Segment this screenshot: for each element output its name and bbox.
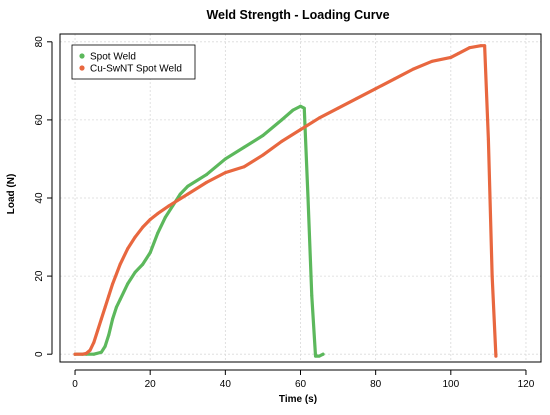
y-tick-label-4: 80 [34,36,45,48]
data-point-spot-weld [242,145,246,149]
axes-layer: 0 20 40 60 80 100 120 0 20 40 60 80 [34,36,535,390]
data-point-spot-weld [118,298,122,302]
data-point-spot-weld [299,104,302,108]
legend-label-spot-weld: Spot Weld [90,52,136,63]
data-point-cu-swnt-spot-weld [73,352,77,356]
data-point-cu-swnt-spot-weld [490,274,494,278]
data-point-cu-swnt-spot-weld [111,282,115,286]
data-point-spot-weld [114,305,118,309]
data-point-cu-swnt-spot-weld [99,317,103,321]
data-point-spot-weld [302,106,306,110]
y-tick-label-1: 20 [34,270,45,282]
legend-marker-spot-weld [79,53,85,59]
data-point-spot-weld [156,231,160,235]
data-point-spot-weld [186,184,190,188]
data-point-cu-swnt-spot-weld [118,262,122,266]
data-point-cu-swnt-spot-weld [167,204,171,208]
data-point-spot-weld [141,262,145,266]
data-point-cu-swnt-spot-weld [449,55,453,59]
data-point-cu-swnt-spot-weld [483,44,487,48]
data-point-cu-swnt-spot-weld [355,96,359,100]
data-point-cu-swnt-spot-weld [126,247,130,251]
data-point-cu-swnt-spot-weld [96,329,100,333]
data-point-spot-weld [280,118,284,122]
data-point-cu-swnt-spot-weld [317,116,321,120]
series-points-cu-swnt-spot-weld [73,44,498,358]
data-point-spot-weld [310,294,314,298]
data-point-spot-weld [223,157,227,161]
x-tick-label-0: 0 [72,379,78,390]
data-point-cu-swnt-spot-weld [486,137,490,141]
x-tick-label-6: 120 [518,379,535,390]
data-point-cu-swnt-spot-weld [156,212,160,216]
data-point-spot-weld [306,196,310,200]
legend-label-cu-swnt-spot-weld: Cu-SwNT Spot Weld [90,64,182,75]
data-point-spot-weld [291,108,295,112]
data-point-cu-swnt-spot-weld [468,46,472,50]
data-point-cu-swnt-spot-weld [81,352,85,356]
data-point-cu-swnt-spot-weld [205,180,209,184]
x-tick-label-3: 60 [295,379,307,390]
x-tick-label-1: 20 [145,379,157,390]
data-point-cu-swnt-spot-weld [479,44,483,48]
data-point-cu-swnt-spot-weld [92,340,96,344]
plot-frame [59,33,542,363]
data-point-cu-swnt-spot-weld [223,171,227,175]
data-point-spot-weld [103,344,107,348]
data-point-cu-swnt-spot-weld [336,106,340,110]
data-point-cu-swnt-spot-weld [148,217,152,221]
data-point-spot-weld [314,354,318,358]
legend-box [71,44,196,80]
data-point-cu-swnt-spot-weld [107,294,111,298]
data-point-spot-weld [163,216,167,220]
data-point-cu-swnt-spot-weld [84,351,88,355]
data-point-spot-weld [205,173,209,177]
x-tick-label-4: 80 [370,379,382,390]
data-point-cu-swnt-spot-weld [242,165,246,169]
legend: Spot Weld Cu-SwNT Spot Weld [71,44,196,80]
data-point-spot-weld [148,251,152,255]
data-point-cu-swnt-spot-weld [392,77,396,81]
data-point-spot-weld [261,134,265,138]
data-point-cu-swnt-spot-weld [103,305,107,309]
data-point-spot-weld [99,350,103,354]
data-point-cu-swnt-spot-weld [261,153,265,157]
grid-layer [60,34,541,362]
data-point-cu-swnt-spot-weld [280,139,284,143]
y-tick-label-3: 60 [34,114,45,126]
data-point-spot-weld [321,352,325,356]
y-axis-label: Load (N) [6,174,17,215]
y-tick-label-0: 0 [34,351,45,357]
data-point-cu-swnt-spot-weld [141,225,145,229]
data-point-cu-swnt-spot-weld [456,52,460,56]
data-point-spot-weld [107,333,111,337]
data-point-spot-weld [92,352,96,356]
data-point-spot-weld [126,282,130,286]
data-point-spot-weld [317,354,321,358]
data-point-cu-swnt-spot-weld [186,192,190,196]
data-point-spot-weld [111,317,115,321]
data-point-cu-swnt-spot-weld [88,348,92,352]
data-point-cu-swnt-spot-weld [494,354,498,358]
data-point-cu-swnt-spot-weld [299,128,302,132]
data-point-cu-swnt-spot-weld [430,59,434,63]
chart-title: Weld Strength - Loading Curve [206,8,389,22]
data-point-cu-swnt-spot-weld [374,87,378,91]
y-tick-label-2: 40 [34,192,45,204]
data-point-spot-weld [133,270,137,274]
x-axis-label: Time (s) [279,394,317,405]
data-point-cu-swnt-spot-weld [411,67,415,71]
series-line-cu-swnt-spot-weld [73,44,498,358]
data-point-spot-weld [178,192,182,196]
data-point-cu-swnt-spot-weld [133,235,137,239]
series-layer [73,44,498,358]
legend-marker-cu-swnt-spot-weld [79,65,85,71]
x-tick-label-5: 100 [442,379,459,390]
x-tick-label-2: 40 [220,379,232,390]
